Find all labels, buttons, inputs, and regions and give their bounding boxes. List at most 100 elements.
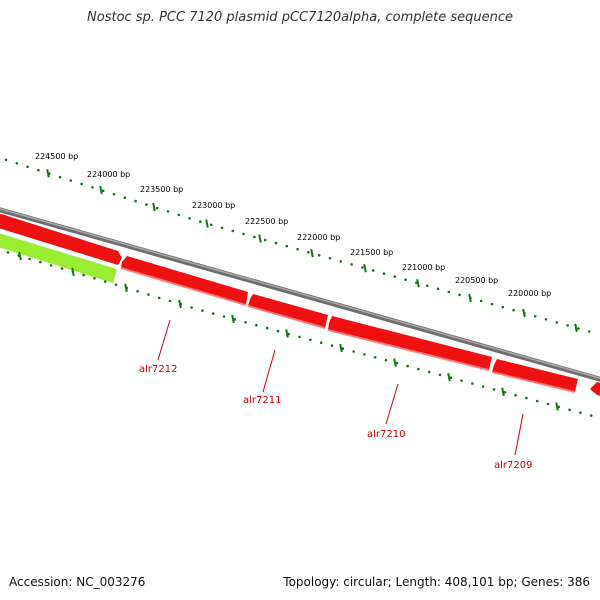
outer-major-tick xyxy=(574,323,578,332)
outer-minor-tick xyxy=(112,193,116,196)
outer-minor-tick xyxy=(145,203,148,206)
inner-minor-tick xyxy=(82,273,85,277)
gene-leader-line xyxy=(385,383,399,425)
outer-minor-tick xyxy=(69,179,73,182)
outer-minor-tick xyxy=(166,210,170,213)
outer-minor-tick xyxy=(501,305,505,309)
inner-minor-tick xyxy=(60,267,64,270)
outer-major-tick xyxy=(152,202,156,212)
inner-minor-tick xyxy=(319,341,323,345)
ruler-tick-label: 222500 bp xyxy=(245,217,288,226)
inner-minor-tick xyxy=(535,399,539,403)
gene-arrow-alr7209[interactable] xyxy=(492,359,578,392)
inner-minor-tick xyxy=(114,283,118,287)
inner-minor-tick xyxy=(103,280,107,283)
outer-major-tick xyxy=(46,169,50,178)
inner-minor-tick xyxy=(49,264,53,267)
ruler-tick-label: 222000 bp xyxy=(297,233,340,242)
outer-minor-tick xyxy=(285,244,289,248)
ruler-tick-label: 221500 bp xyxy=(350,248,393,257)
outer-major-tick xyxy=(310,249,314,258)
outer-minor-tick xyxy=(177,213,181,217)
outer-minor-tick xyxy=(123,196,127,199)
outer-minor-tick xyxy=(307,250,310,254)
outer-minor-tick xyxy=(393,275,397,278)
gene-arrow-highlight[interactable] xyxy=(0,232,117,283)
inner-minor-tick xyxy=(265,326,269,330)
outer-major-tick xyxy=(416,279,420,288)
outer-major-tick xyxy=(258,234,262,243)
backbone-track xyxy=(0,207,600,382)
outer-minor-tick xyxy=(350,263,353,266)
gene-arrow-alr7211[interactable] xyxy=(248,294,328,328)
gene-label-alr7211[interactable]: alr7211 xyxy=(243,395,281,406)
inner-minor-tick xyxy=(136,290,139,293)
inner-minor-tick xyxy=(471,382,474,385)
ruler-tick-label: 220500 bp xyxy=(455,276,498,285)
inner-minor-tick xyxy=(330,344,334,347)
gene-label-alr7212[interactable]: alr7212 xyxy=(139,364,177,375)
gene-track xyxy=(0,212,600,398)
outer-minor-tick xyxy=(199,220,202,223)
inner-minor-tick xyxy=(384,358,388,362)
outer-minor-tick xyxy=(296,247,299,251)
inner-minor-tick xyxy=(93,277,96,280)
inner-major-tick xyxy=(231,314,235,324)
ruler-tick-label: 223500 bp xyxy=(140,185,183,194)
outer-minor-tick xyxy=(339,260,343,263)
outer-minor-tick xyxy=(328,257,332,260)
gene-label-alr7210[interactable]: alr7210 xyxy=(367,429,405,440)
gene-arrow-right-partial[interactable] xyxy=(590,382,600,398)
ruler-tick-label: 220000 bp xyxy=(508,289,551,298)
inner-major-tick xyxy=(393,358,397,367)
inner-minor-tick xyxy=(190,306,193,309)
gene-arrow-left-partial[interactable] xyxy=(0,212,122,265)
inner-minor-tick xyxy=(481,385,485,388)
outer-minor-tick xyxy=(555,321,559,324)
inner-minor-tick xyxy=(460,379,463,382)
inner-minor-tick xyxy=(546,402,550,406)
outer-minor-tick xyxy=(317,254,321,257)
inner-minor-tick xyxy=(244,321,247,324)
ruler-tick-label: 224500 bp xyxy=(35,152,78,161)
outer-minor-tick xyxy=(458,293,461,297)
outer-minor-tick xyxy=(371,269,375,272)
inner-minor-tick xyxy=(525,396,528,400)
inner-major-tick xyxy=(447,373,451,382)
outer-minor-tick xyxy=(577,327,580,330)
outer-minor-tick xyxy=(566,324,569,327)
inner-minor-tick xyxy=(579,411,582,415)
gene-arrow-alr7212[interactable] xyxy=(121,256,248,305)
outer-tick-track: 224500 bp 224000 bp 223500 bp 223000 bp 2225… xyxy=(4,152,591,333)
outer-major-tick xyxy=(205,219,209,228)
ruler-tick-label: 223000 bp xyxy=(192,201,235,210)
outer-minor-tick xyxy=(15,162,19,165)
inner-minor-tick xyxy=(6,251,10,254)
inner-minor-tick xyxy=(309,338,312,342)
outer-minor-tick xyxy=(101,189,105,193)
inner-minor-tick xyxy=(255,323,258,327)
inner-minor-tick xyxy=(406,364,409,368)
gene-leader-line xyxy=(157,319,171,361)
inner-minor-tick xyxy=(157,296,161,300)
outer-minor-tick xyxy=(447,290,451,294)
outer-minor-tick xyxy=(361,266,364,269)
inner-minor-tick xyxy=(427,370,431,374)
inner-minor-tick xyxy=(298,335,301,339)
inner-minor-tick xyxy=(589,414,593,417)
outer-major-tick xyxy=(99,185,103,195)
outer-minor-tick xyxy=(490,302,494,306)
inner-minor-tick xyxy=(568,408,571,412)
gene-leader-line xyxy=(262,349,276,393)
inner-minor-tick xyxy=(276,329,280,333)
inner-major-tick xyxy=(178,299,182,309)
inner-minor-tick xyxy=(352,350,355,353)
outer-major-tick xyxy=(522,308,526,318)
inner-major-tick xyxy=(339,343,343,353)
gene-arrow-alr7210[interactable] xyxy=(328,316,492,370)
inner-minor-tick xyxy=(363,353,366,356)
inner-minor-tick xyxy=(417,367,420,371)
gene-label-alr7209[interactable]: alr7209 xyxy=(494,460,532,471)
outer-minor-tick xyxy=(231,229,235,233)
inner-minor-tick xyxy=(28,257,31,261)
